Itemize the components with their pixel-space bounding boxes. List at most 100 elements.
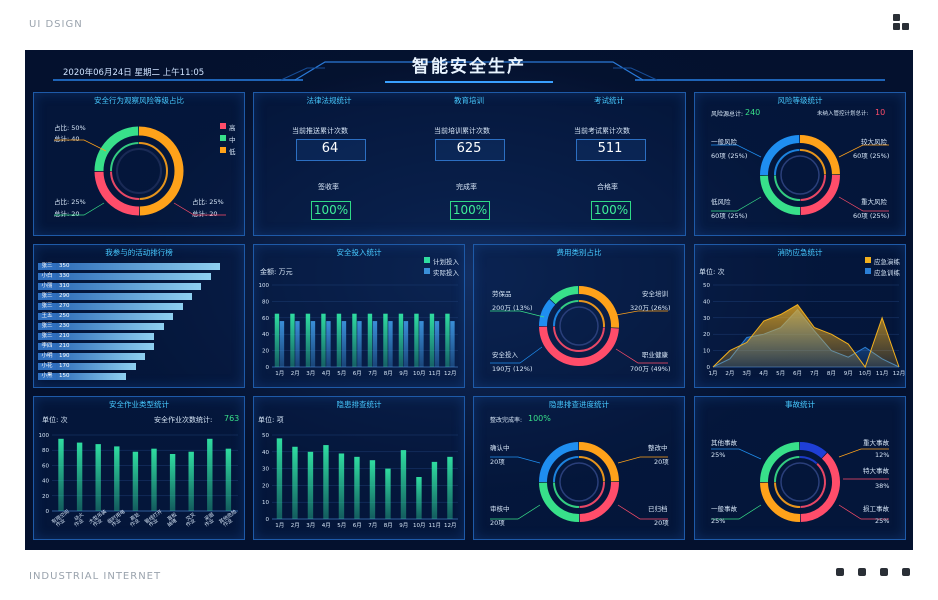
- accident-lost-time-name: 损工事故: [863, 505, 889, 513]
- pagination-dots: [836, 568, 910, 577]
- x-tick-label: 4月: [759, 370, 768, 377]
- x-tick-label: 作业: [129, 517, 141, 528]
- progress-archived-name: 已归档: [648, 505, 668, 513]
- x-tick-label: 9月: [399, 522, 408, 529]
- cost-slice: [549, 286, 579, 305]
- stat-title-training: 教育培训: [454, 96, 484, 105]
- y-tick-label: 60: [42, 463, 49, 469]
- accident-slice: [760, 442, 800, 483]
- risk-level-inner-arc: [800, 174, 826, 201]
- callout-low-line1: 占比: 25%: [192, 198, 224, 206]
- y-tick-label: 50: [262, 433, 269, 439]
- ranking-name: 李四: [38, 343, 56, 350]
- x-tick-label: 11月: [876, 370, 889, 377]
- progress-review-name: 审核中: [490, 505, 510, 513]
- x-tick-label: 8月: [384, 522, 393, 529]
- callout-low-line2: 总计: 20: [192, 210, 218, 218]
- ranking-bar: 230: [56, 323, 164, 330]
- uncontrolled-label: 未纳入管控计划总计:: [817, 111, 869, 117]
- panel-title: 安全作业类型统计: [109, 400, 169, 409]
- bar: [341, 321, 347, 367]
- risk-ratio-slice: [138, 126, 184, 216]
- accident-core-ring: [780, 462, 820, 502]
- x-tick-label: 5月: [337, 370, 346, 377]
- ranking-bar: 250: [56, 313, 174, 320]
- grid-logo-icon: [893, 14, 909, 30]
- x-tick-label: 作业: [147, 517, 159, 528]
- bar: [367, 313, 373, 367]
- ranking-value: 270: [59, 303, 70, 309]
- panel-title: 隐患排查进度统计: [549, 400, 609, 409]
- risk-ratio-slice: [94, 171, 140, 216]
- bar: [321, 313, 326, 367]
- ranking-value: 190: [59, 353, 70, 359]
- ranking-name: 小白: [38, 273, 56, 280]
- bar: [354, 456, 360, 519]
- hazard-panel: 隐患排查统计 单位: 项 0 10 20 30 40 50 1月 2月 3月 4月 5月 6月 7月 8月…: [253, 396, 465, 540]
- x-tick-label: 作业: [203, 517, 215, 528]
- stat-count-training: 625: [456, 141, 482, 156]
- ranking-name: 张三: [38, 303, 56, 310]
- x-tick-label: 3月: [306, 370, 315, 377]
- bar: [398, 313, 404, 367]
- header-datetime: 2020年06月24日 星期二 上午11:05: [63, 68, 205, 78]
- bar: [279, 321, 285, 367]
- y-tick-label: 0: [266, 517, 270, 523]
- risk-low-name: 低风险: [711, 198, 731, 206]
- risk-ratio-inner-arc: [110, 171, 140, 200]
- risk-level-slice: [760, 175, 801, 215]
- accident-inner-arc: [799, 456, 818, 465]
- cost-callout-lines: [490, 310, 668, 364]
- cost-ppe-name: 劳保品: [492, 290, 512, 298]
- cost-inner-arc: [553, 326, 605, 352]
- bar: [419, 321, 424, 367]
- hazard-progress-inner-arc: [553, 456, 579, 483]
- work-type-panel: 安全作业类型统计 单位: 次 安全作业次数统计: 763 0 20 40 60 80 10…: [33, 396, 245, 540]
- risk-level-donut: [760, 135, 840, 215]
- x-tick-label: 6月: [353, 522, 362, 529]
- cost-slice: [578, 286, 619, 328]
- risk-ratio-panel: 安全行为观察风险等级占比 占比: 50% 总计: 40 占比: 25% 总计: …: [33, 92, 245, 236]
- bar: [295, 321, 300, 367]
- ranking-name: 小明: [38, 353, 56, 360]
- ranking-bar: 310: [56, 283, 202, 290]
- accident-slice: [760, 482, 801, 522]
- risk-general-detail: 60项 (25%): [711, 152, 748, 160]
- risk-major-name: 重大风险: [861, 198, 887, 206]
- y-tick-label: 40: [262, 450, 269, 456]
- accident-general-detail: 25%: [711, 517, 726, 525]
- hazard-progress-slice: [539, 442, 579, 483]
- y-tick-label: 0: [46, 509, 50, 515]
- header-decoration: [280, 61, 658, 83]
- stat-count-box-training: [435, 139, 505, 161]
- cost-inner-arc: [578, 300, 605, 328]
- work-total-label: 安全作业次数统计:: [154, 416, 213, 424]
- callout-lines: [54, 139, 226, 216]
- callout-high-line2: 总计: 40: [54, 135, 80, 143]
- accident-donut: [760, 442, 840, 522]
- x-tick-label: 7月: [368, 370, 377, 377]
- stat-count-law: 64: [321, 141, 339, 156]
- x-tick-label: 1月: [275, 370, 284, 377]
- ranking-bar: 210: [56, 343, 155, 350]
- fire-area-chart: 0 10 20 30 40 50 1月 2月 3月 4月 5月 6月 7月 8月 9月 10月 11月 12月: [703, 283, 905, 377]
- accident-severe-detail: 38%: [875, 482, 890, 490]
- y-tick-label: 100: [39, 433, 50, 439]
- panel-title: 事故统计: [785, 400, 815, 409]
- x-tick-label: 作业: [92, 517, 104, 528]
- bar: [388, 321, 393, 367]
- ranking-value: 210: [59, 343, 70, 349]
- x-tick-label: 10月: [859, 370, 872, 377]
- callout-high-line1: 占比: 50%: [54, 124, 86, 132]
- bar: [132, 451, 139, 511]
- stat-count-label-law: 当前推送累计次数: [292, 127, 348, 135]
- y-tick-label: 40: [262, 332, 269, 338]
- investment-bar-chart: 0 20 40 60 80 100 1月 2月 3月 4月 5月 6月 7月 8月 9月 10月 11月 12月: [259, 283, 458, 377]
- accident-slice: [799, 442, 827, 459]
- ranking-bar: 350: [56, 263, 220, 270]
- ranking-bar: 170: [56, 363, 136, 370]
- x-tick-label: 作业: [222, 517, 234, 528]
- x-tick-label: 作业: [110, 517, 122, 528]
- hazard-progress-inner-arc: [553, 482, 580, 508]
